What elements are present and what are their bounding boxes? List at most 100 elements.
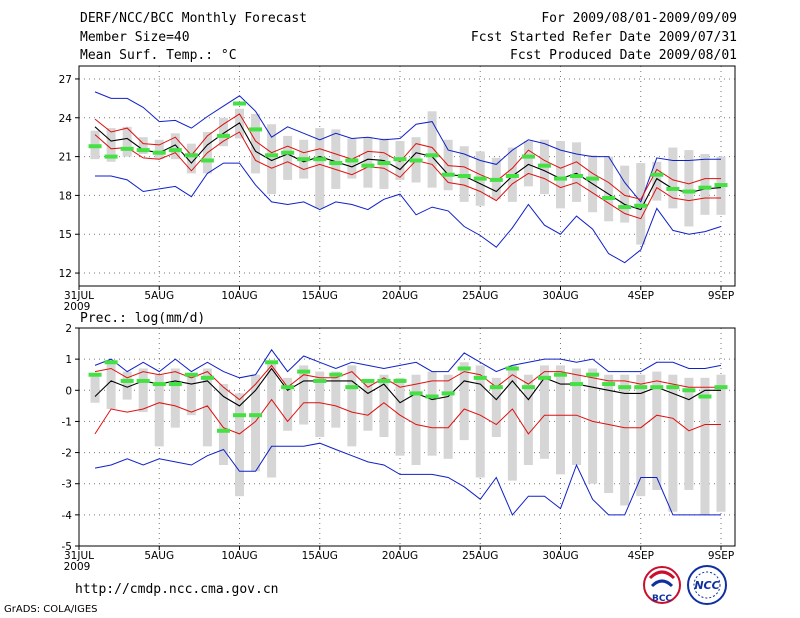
- bcc-logo-ring: [643, 566, 681, 604]
- temperature-panel: 12 15 18 21 24 27 31JUL 5AUG 10AUG 15AUG 20AUG 25AU…: [59, 65, 736, 313]
- temp-x-tick-label: 4SEP: [628, 290, 654, 302]
- prec-obs-marker: [104, 360, 118, 365]
- temp-y-tick-label: 15: [59, 229, 72, 241]
- prec-obs-marker: [200, 375, 214, 380]
- temperature-panel-title: Mean Surf. Temp.: °C: [80, 48, 237, 63]
- bcc-logo-text: BCC: [652, 594, 672, 604]
- prec-obs-marker: [489, 385, 503, 390]
- ncc-logo: NCC: [687, 565, 727, 605]
- prec-obs-marker: [441, 391, 455, 396]
- prec-obs-marker: [457, 366, 471, 371]
- temp-y-tick-label: 12: [59, 268, 72, 280]
- prec-spread-box: [218, 384, 228, 466]
- prec-obs-marker: [152, 382, 166, 387]
- temp-obs-marker: [184, 153, 198, 158]
- prec-obs-marker: [618, 385, 632, 390]
- prec-y-tick-label: 0: [65, 385, 72, 397]
- prec-spread-box: [186, 374, 196, 416]
- prec-spread-box: [588, 368, 598, 484]
- temp-obs-marker: [457, 174, 471, 178]
- temp-y-tick-label: 21: [59, 152, 72, 164]
- temp-obs-marker: [345, 158, 359, 163]
- temp-obs-marker: [618, 205, 632, 210]
- temp-x-tick-label: 30AUG: [542, 290, 578, 302]
- temp-obs-marker: [200, 158, 214, 163]
- temp-x-tick-label: 10AUG: [221, 290, 257, 302]
- temp-spread-box: [170, 133, 180, 160]
- prec-spread-box: [684, 377, 694, 490]
- temp-y-tick-label: 18: [59, 190, 72, 202]
- prec-obs-marker: [297, 369, 311, 374]
- prec-spread-box: [299, 365, 309, 425]
- prec-x-tick-label: 20AUG: [382, 550, 418, 562]
- prec-spread-box: [620, 374, 630, 506]
- prec-spread-box: [604, 374, 614, 494]
- prec-obs-marker: [249, 413, 263, 418]
- prec-spread-box: [154, 374, 164, 447]
- temp-obs-marker: [521, 154, 535, 159]
- prec-obs-marker: [682, 388, 696, 393]
- temp-obs-marker: [329, 161, 343, 166]
- prec-obs-marker: [505, 366, 519, 371]
- prec-spread-box: [395, 377, 405, 456]
- temp-obs-marker: [425, 153, 439, 158]
- grads-credit: GrADS: COLA/IGES: [4, 604, 98, 615]
- prec-spread-box: [202, 368, 212, 447]
- temp-x-tick-label: 20AUG: [382, 290, 418, 302]
- prec-x-tick-label: 10AUG: [221, 550, 257, 562]
- prec-frame: [78, 327, 736, 547]
- prec-x-tick-label: 25AUG: [462, 550, 498, 562]
- prec-obs-marker: [634, 385, 648, 390]
- prec-obs-marker: [233, 413, 246, 418]
- temp-obs-marker: [233, 101, 246, 106]
- temp-series-upper: [94, 113, 721, 200]
- temp-obs-marker: [714, 183, 728, 188]
- bcc-logo-arc-red: [648, 570, 676, 580]
- temp-spread-box: [186, 143, 196, 174]
- temp-obs-marker: [554, 176, 567, 181]
- prec-spread-box: [572, 368, 582, 466]
- prec-spread-box: [652, 371, 662, 490]
- prec-obs-marker: [393, 378, 407, 383]
- ncc-logo-ring: [687, 565, 727, 605]
- prec-x-tick-label: 5AUG: [144, 550, 174, 562]
- temp-obs-marker: [666, 186, 680, 191]
- temp-spread-box: [523, 141, 533, 187]
- temp-x-tick-label: 31JUL: [64, 290, 94, 302]
- temp-obs-marker: [361, 163, 375, 168]
- temp-obs-marker: [377, 161, 391, 166]
- temp-spread-box: [315, 128, 325, 209]
- temp-obs-marker: [393, 157, 407, 162]
- temp-spread-box: [700, 154, 710, 215]
- temp-obs-marker: [216, 133, 230, 138]
- temp-x-tick-label: 15AUG: [302, 290, 338, 302]
- temp-spread-box: [604, 156, 614, 222]
- prec-obs-marker: [473, 375, 487, 380]
- prec-x-tick-label: 4SEP: [628, 550, 654, 562]
- source-url: http://cmdp.ncc.cma.gov.cn: [75, 582, 279, 597]
- temp-obs-marker: [136, 148, 150, 153]
- prec-obs-marker: [361, 378, 375, 383]
- prec-spread-box: [331, 371, 341, 428]
- prec-series-max: [94, 348, 722, 379]
- prec-spread-box: [411, 374, 421, 466]
- prec-spread-box: [459, 362, 469, 441]
- precipitation-panel-title: Prec.: log(mm/d): [80, 311, 206, 326]
- prec-obs-marker: [409, 391, 423, 396]
- prec-spread-box: [170, 368, 180, 428]
- prec-series-lower: [94, 398, 721, 435]
- prec-x-tick-label: 15AUG: [302, 550, 338, 562]
- prec-y-tick-label: 2: [65, 323, 72, 335]
- prec-obs-marker: [216, 428, 230, 433]
- temp-y-tick-label: 27: [59, 74, 72, 86]
- temp-obs-marker: [537, 163, 551, 168]
- prec-obs-marker: [602, 382, 616, 387]
- temp-obs-marker: [281, 150, 295, 155]
- prec-obs-marker: [345, 385, 359, 390]
- temp-spread-box: [684, 150, 694, 227]
- bcc-logo: BCC: [643, 566, 681, 604]
- temp-spread-box: [427, 111, 437, 188]
- temp-series-max: [94, 91, 721, 203]
- temp-spread-box: [138, 137, 148, 154]
